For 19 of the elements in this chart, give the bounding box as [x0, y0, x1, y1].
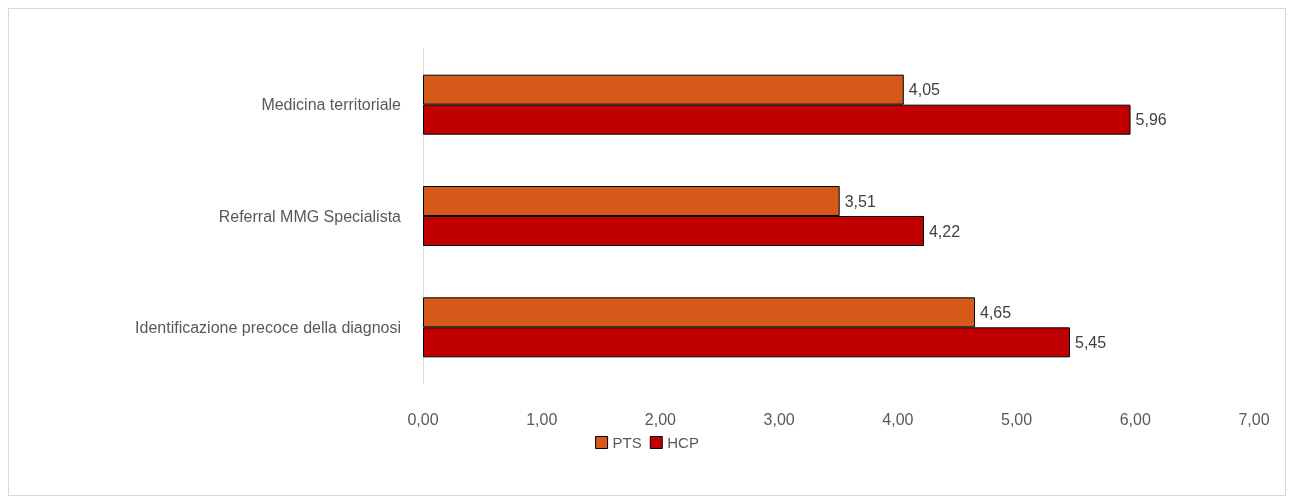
x-tick-label: 5,00 [1001, 410, 1033, 428]
x-tick-label: 2,00 [644, 410, 677, 428]
x-tick-label: 4,00 [882, 410, 914, 428]
y-tick-label: Referral MMG Specialista [218, 207, 402, 225]
y-tick-label: Medicina territoriale [261, 96, 402, 114]
data-label: 5,45 [1074, 333, 1107, 351]
x-tick-label: 1,00 [526, 410, 558, 428]
x-tick-label: 6,00 [1119, 410, 1151, 428]
data-label: 4,22 [928, 222, 961, 240]
data-label: 4,05 [908, 81, 941, 99]
data-label: 5,96 [1135, 111, 1167, 129]
x-tick-label: 0,00 [407, 410, 439, 428]
legend-label: PTS [612, 434, 642, 451]
x-tick-label: 3,00 [763, 410, 795, 428]
y-tick-label: Identificazione precoce della diagnosi [135, 318, 401, 336]
legend-label: HCP [667, 434, 699, 451]
x-tick-label: 7,00 [1238, 410, 1270, 428]
data-label: 4,65 [980, 303, 1012, 321]
data-label: 3,51 [844, 192, 876, 210]
